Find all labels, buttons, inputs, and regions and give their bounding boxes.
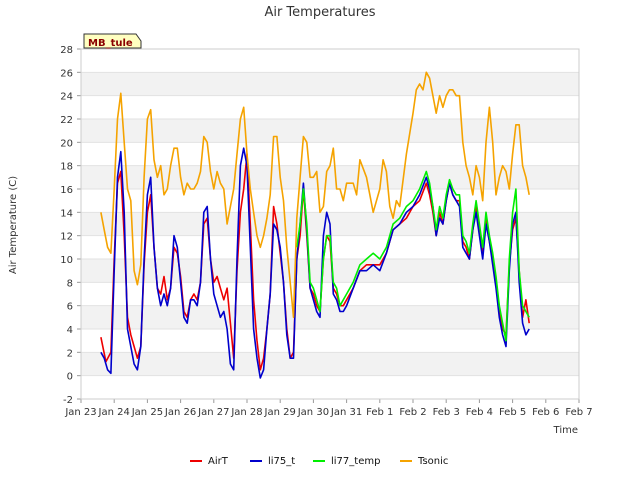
chart-title: Air Temperatures [264,5,375,20]
grid-band [81,282,579,306]
x-tick-label: Jan 31 [330,407,362,418]
x-tick-label: Jan 23 [64,407,96,418]
grid-band [81,72,579,96]
legend-label-tsonic: Tsonic [417,456,448,467]
y-tick-label: 16 [60,185,73,196]
x-tick-label: Feb 7 [565,407,592,418]
y-tick-label: 24 [60,92,73,103]
x-tick-label: Jan 28 [230,407,262,418]
plot-frame [80,48,580,400]
series-line-li75-t [100,147,530,379]
y-tick-label: 4 [67,325,73,336]
x-tick-label: Jan 30 [297,407,329,418]
grid-band [81,329,579,353]
y-tick-label: 0 [67,372,73,383]
x-tick-label: Feb 2 [399,407,426,418]
grid-band [81,165,579,189]
grid-band [81,259,579,283]
badge-label: MB_tule [88,38,133,49]
grid-band [81,142,579,166]
legend-label-airt: AirT [208,456,229,467]
legend-label-li77-temp: li77_temp [331,456,380,467]
y-tick-label: 18 [60,162,73,173]
grid-band [81,189,579,213]
x-tick-label: Jan 26 [164,407,196,418]
y-tick-label: 28 [60,45,73,56]
y-axis-label: Air Temperature (C) [8,176,19,274]
x-tick-label: Feb 5 [499,407,526,418]
x-tick-label: Feb 1 [366,407,393,418]
y-tick-label: 12 [60,232,73,243]
y-tick-label: 10 [60,255,73,266]
y-tick-label: 22 [60,115,73,126]
legend-label-li75-t: li75_t [268,456,295,467]
grid-bands [81,49,579,400]
x-tick-label: Jan 25 [131,407,163,418]
y-tick-label: 2 [67,348,73,359]
grid-band [81,375,579,399]
station-badge: MB_tule [83,33,142,49]
legend: AirT li75_t li77_temp Tsonic [190,456,448,467]
y-tick-label: 8 [67,278,73,289]
grid-band [81,352,579,376]
grid-band [81,305,579,329]
y-tick-label: 20 [60,138,73,149]
x-tick-label: Feb 3 [433,407,460,418]
series-line-tsonic [100,71,530,319]
badge-shape [83,33,142,49]
grid-band [81,49,579,73]
y-tick-label: -2 [63,395,73,406]
x-tick-label: Jan 24 [98,407,130,418]
y-tick-label: 14 [60,208,73,219]
series-lines [100,71,530,379]
grid-band [81,119,579,143]
x-tick-label: Feb 6 [532,407,559,418]
x-tick-label: Feb 4 [466,407,493,418]
y-tick-label: 6 [67,302,73,313]
y-tick-label: 26 [60,68,73,79]
x-axis-ticks: Jan 23 Jan 24 Jan 25 Jan 26 Jan 27 Jan 28 Jan … [64,399,593,418]
x-axis-label: Time [553,425,578,436]
series-line-li77-temp [296,170,530,342]
x-tick-label: Jan 29 [264,407,296,418]
grid-band [81,95,579,119]
x-tick-label: Jan 27 [197,407,229,418]
